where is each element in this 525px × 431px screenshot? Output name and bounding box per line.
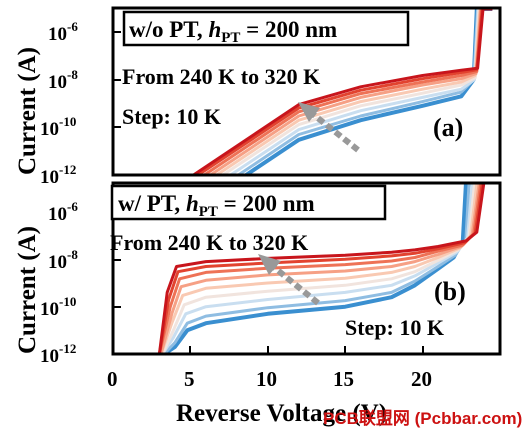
ytick-a-1e-6: 10-6: [48, 19, 78, 45]
panel-b-annotation-step: Step: 10 K: [345, 315, 444, 340]
panel-a-trend-arrow: [298, 102, 360, 153]
panel-a: 10-6 10-8 10-10 10-12 w/o PT, hPT = 200 …: [40, 6, 502, 188]
xtick-20: 20: [411, 367, 432, 391]
panel-b-annotation-range: From 240 K to 320 K: [110, 230, 308, 255]
y-axis-label-b: Current (A): [14, 226, 41, 354]
panel-b-label: (b): [434, 277, 466, 306]
ytick-b-1e-6: 10-6: [48, 199, 78, 225]
panel-b-frame: [111, 181, 502, 356]
panel-b-curves: [157, 182, 486, 356]
panel-a-annotation-step: Step: 10 K: [122, 104, 221, 129]
panel-a-y-tick-labels: 10-6 10-8 10-10 10-12: [40, 19, 78, 188]
panel-b-series-9: [157, 182, 486, 355]
ytick-a-1e-8: 10-8: [48, 67, 78, 93]
ytick-b-1e-10: 10-10: [40, 294, 76, 320]
y-axis-label-a: Current (A): [14, 47, 41, 175]
panel-b-x-ticks: [112, 346, 424, 354]
panel-a-frame: [111, 6, 502, 177]
ytick-a-1e-10: 10-10: [40, 114, 76, 140]
panel-a-series-9: [192, 7, 493, 177]
ytick-b-1e-12: 10-12: [40, 341, 76, 367]
panel-b-trend-arrow: [258, 254, 320, 306]
xtick-0: 0: [107, 367, 118, 391]
xtick-10: 10: [256, 367, 277, 391]
panel-b-title-box: [110, 184, 387, 221]
watermark: PCB联盟网 (Pcbbar.com): [323, 409, 522, 428]
x-axis-label: Reverse Voltage (V): [176, 400, 387, 427]
panel-b: 10-6 10-8 10-10 10-12 0 5 10 15 20 w/ PT…: [40, 181, 502, 391]
xtick-5: 5: [184, 367, 195, 391]
panel-a-y-ticks: [113, 31, 121, 176]
panel-b-x-tick-labels: 0 5 10 15 20: [107, 367, 432, 391]
ytick-b-1e-8: 10-8: [48, 247, 78, 273]
panel-a-annotation-range: From 240 K to 320 K: [122, 64, 320, 89]
panel-a-title: w/o PT, hPT = 200 nm: [129, 17, 337, 46]
panel-b-y-tick-labels: 10-6 10-8 10-10 10-12: [40, 199, 78, 367]
xtick-15: 15: [333, 367, 354, 391]
ytick-a-1e-12: 10-12: [40, 162, 76, 188]
panel-a-label: (a): [433, 113, 463, 142]
panel-a-title-box: [122, 10, 410, 47]
panel-b-title: w/ PT, hPT = 200 nm: [118, 191, 315, 220]
